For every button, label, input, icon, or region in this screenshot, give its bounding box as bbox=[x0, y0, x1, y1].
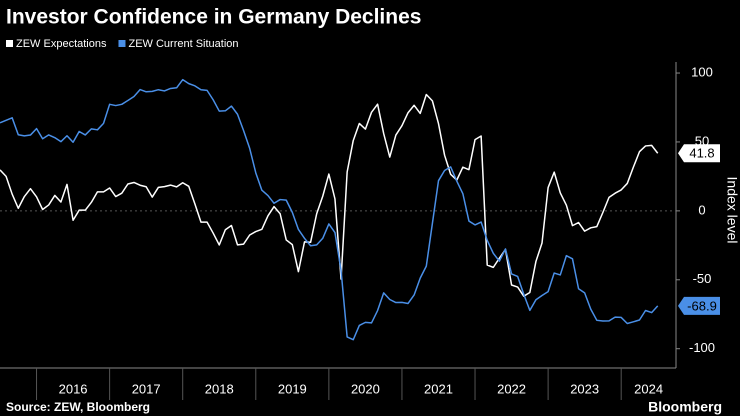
y-tick-label: -50 bbox=[693, 271, 712, 286]
x-tick-label: 2024 bbox=[634, 381, 663, 396]
legend-swatch bbox=[6, 40, 13, 47]
value-tag-box bbox=[678, 296, 720, 315]
legend-label: ZEW Expectations bbox=[16, 38, 107, 50]
value-tag: 41.8 bbox=[689, 146, 714, 161]
x-tick-label: 2021 bbox=[424, 381, 453, 396]
value-tag-box bbox=[678, 144, 720, 163]
legend-swatch bbox=[118, 40, 126, 47]
y-tick-label: 0 bbox=[698, 202, 705, 217]
legend-label: ZEW Current Situation bbox=[128, 38, 238, 50]
series-line bbox=[0, 78, 659, 341]
source: Source: ZEW, Bloomberg bbox=[6, 400, 150, 414]
legend: ZEW Expectations ZEW Current Situation bbox=[6, 38, 239, 50]
series-line bbox=[0, 93, 659, 297]
y-tick-label: -100 bbox=[689, 340, 715, 355]
chart-title: Investor Confidence in Germany Declines bbox=[6, 6, 421, 29]
x-tick-label: 2018 bbox=[205, 381, 234, 396]
x-tick-label: 2019 bbox=[278, 381, 307, 396]
y-axis-label: Index level bbox=[724, 177, 740, 244]
x-tick-label: 2020 bbox=[351, 381, 380, 396]
x-tick-label: 2022 bbox=[497, 381, 526, 396]
x-tick-label: 2016 bbox=[59, 381, 88, 396]
y-tick-label: 100 bbox=[691, 64, 713, 79]
value-tag: -68.9 bbox=[687, 298, 717, 313]
x-tick-label: 2023 bbox=[570, 381, 599, 396]
brand: Bloomberg bbox=[648, 399, 722, 415]
x-tick-label: 2017 bbox=[132, 381, 161, 396]
